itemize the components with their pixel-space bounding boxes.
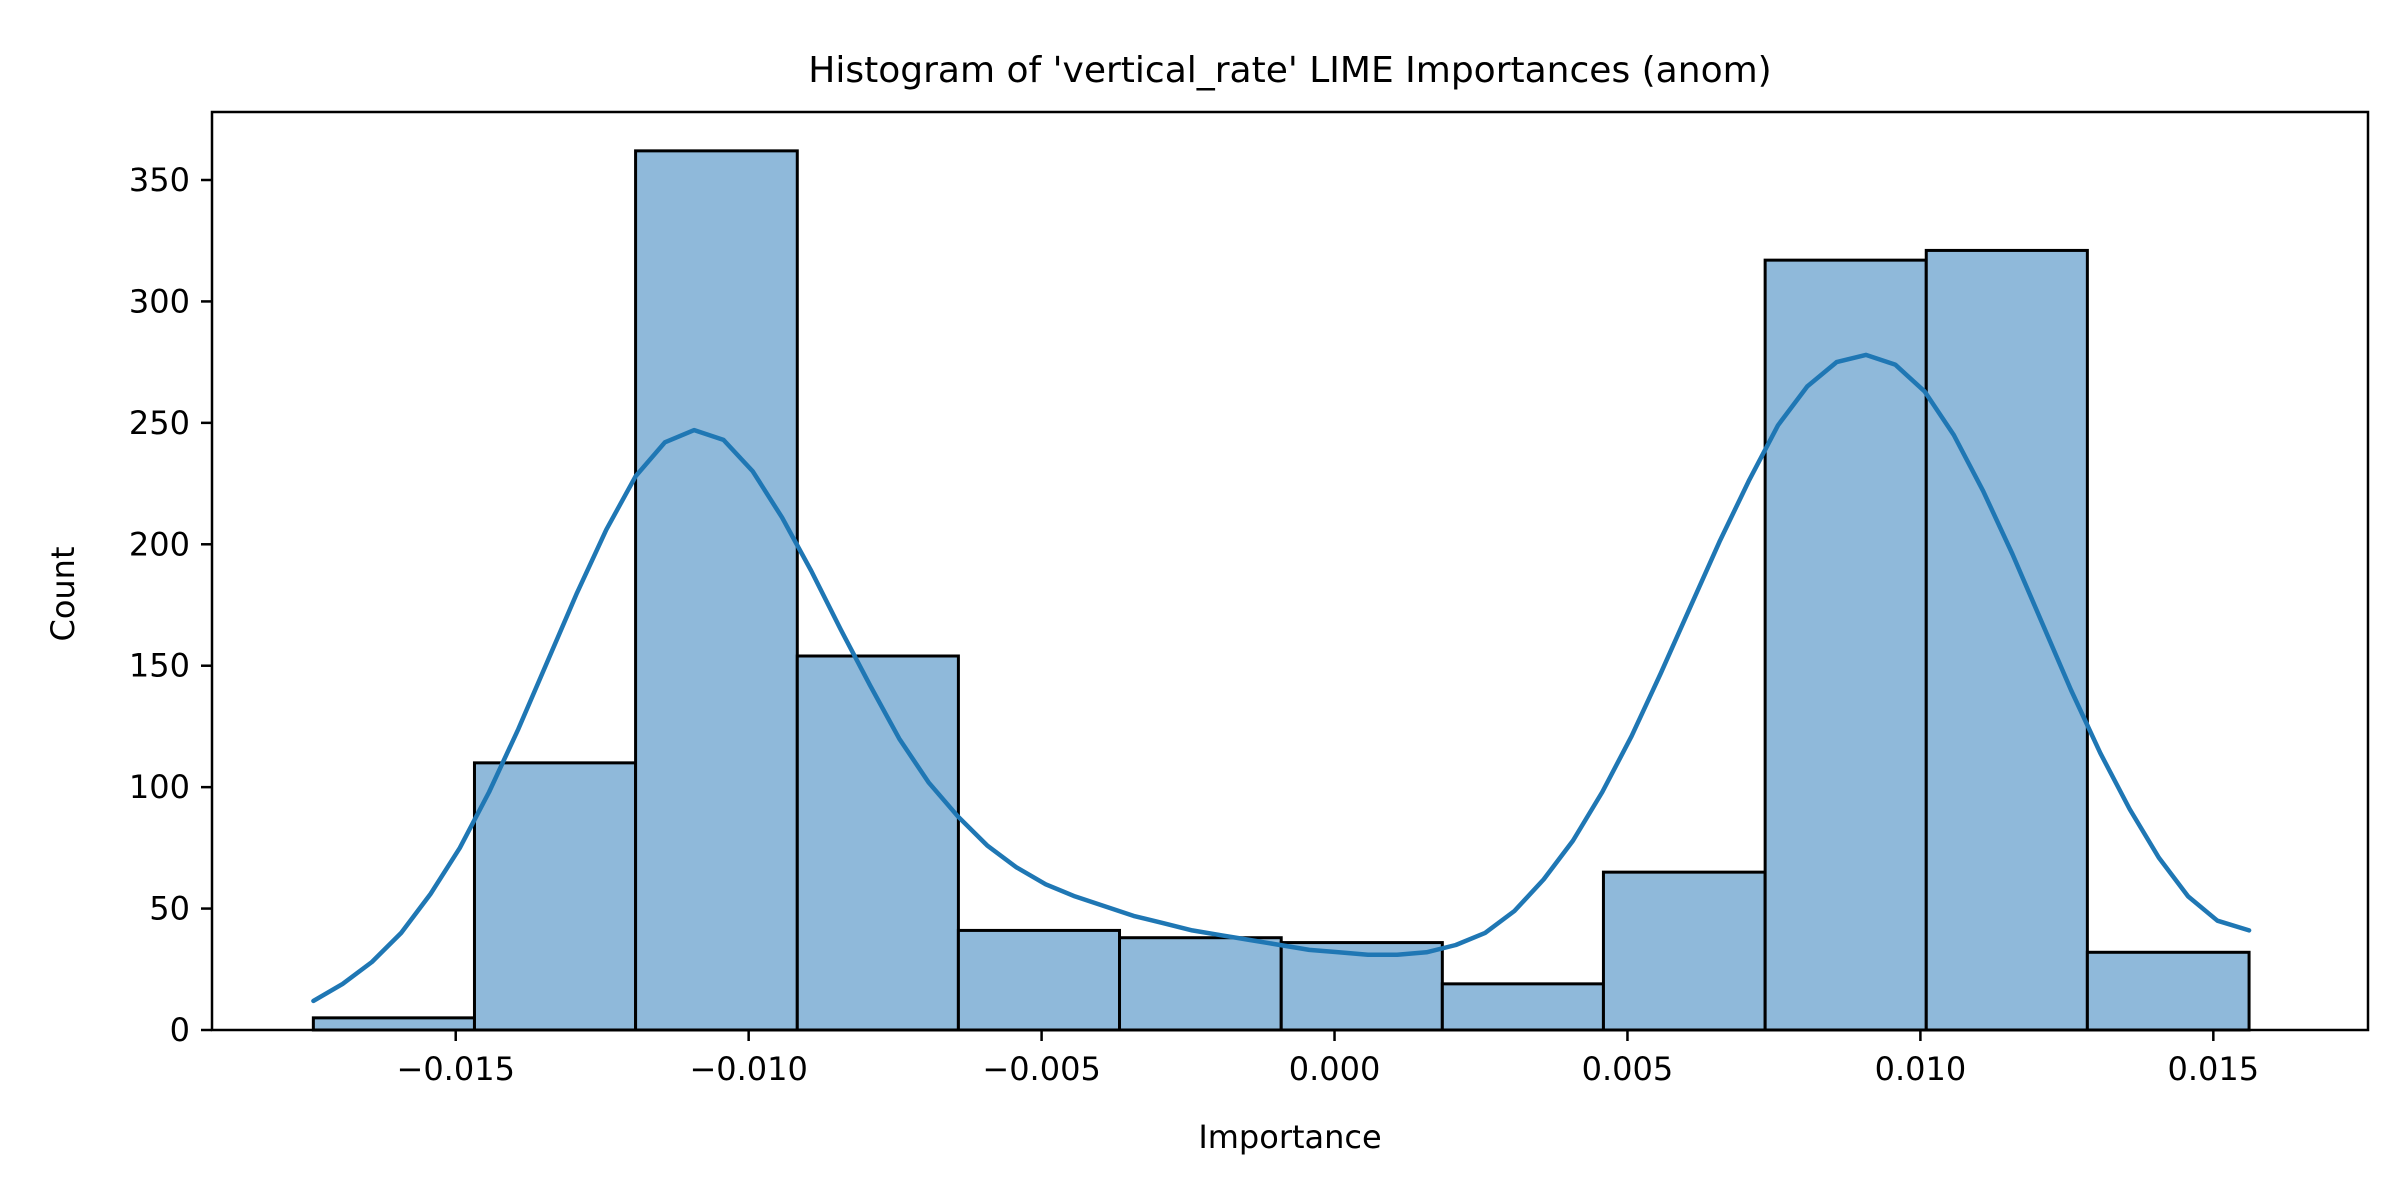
histogram-bar [311, 1016, 476, 1032]
ticks-layer: −0.015 −0.010 −0.005 0.000 0.005 0.010 0.015 0 5… [129, 161, 2259, 1088]
y-tick-label: 200 [129, 525, 190, 563]
histogram-bar [795, 654, 960, 1032]
y-axis-label: Count [44, 546, 82, 641]
histogram-bar [1924, 248, 2089, 1032]
histogram-bar [634, 149, 799, 1032]
histogram-bar [1440, 982, 1605, 1032]
kde-layer [311, 352, 2252, 1004]
x-tick-label: 0.000 [1289, 1050, 1381, 1088]
y-tick-label: 100 [129, 768, 190, 806]
y-tick-label: 150 [129, 647, 190, 685]
x-tick-label: 0.015 [2168, 1050, 2260, 1088]
histogram-bar [956, 928, 1122, 1032]
x-tick-label: −0.010 [689, 1050, 807, 1088]
y-tick-label: 350 [129, 161, 190, 199]
plot-frame [210, 110, 2370, 1032]
y-tick-label: 250 [129, 404, 190, 442]
x-tick-label: −0.005 [982, 1050, 1100, 1088]
kde-curve [311, 352, 2252, 1004]
x-axis-label: Importance [1198, 1118, 1381, 1156]
histogram-bar [1118, 936, 1283, 1032]
y-tick-label: 50 [149, 890, 190, 928]
chart-title: Histogram of 'vertical_rate' LIME Import… [808, 50, 1771, 91]
x-tick-label: 0.010 [1875, 1050, 1967, 1088]
histogram-bar [472, 761, 638, 1032]
bars-layer [311, 149, 2251, 1032]
x-tick-label: −0.015 [397, 1050, 515, 1088]
y-tick-label: 300 [129, 282, 190, 320]
histogram-bar [1763, 258, 1928, 1032]
histogram-bar [1279, 941, 1444, 1032]
histogram-bar [2085, 950, 2251, 1032]
y-tick-label: 0 [170, 1011, 190, 1049]
histogram-bar [1601, 870, 1767, 1032]
x-tick-label: 0.005 [1582, 1050, 1674, 1088]
